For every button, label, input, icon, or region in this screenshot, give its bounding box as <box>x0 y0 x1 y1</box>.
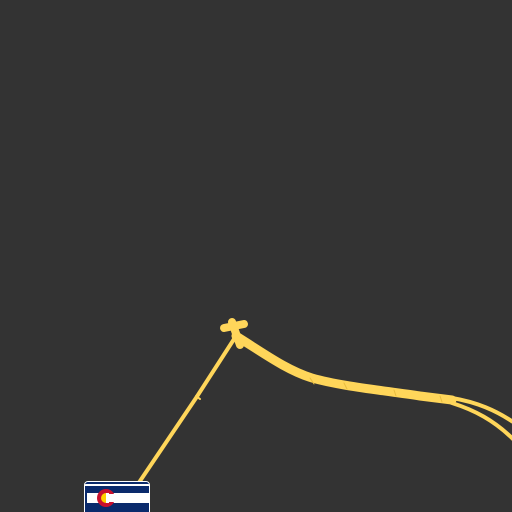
colorado-flag-icon <box>85 482 149 512</box>
highway-lane-south[interactable] <box>450 401 512 441</box>
highway-lane-north[interactable] <box>450 396 512 424</box>
lane-divider <box>309 377 443 403</box>
state-route-shield[interactable] <box>84 481 150 512</box>
highway-road[interactable] <box>136 334 238 486</box>
road-spur <box>195 395 201 400</box>
highway-road-east[interactable] <box>231 331 457 405</box>
